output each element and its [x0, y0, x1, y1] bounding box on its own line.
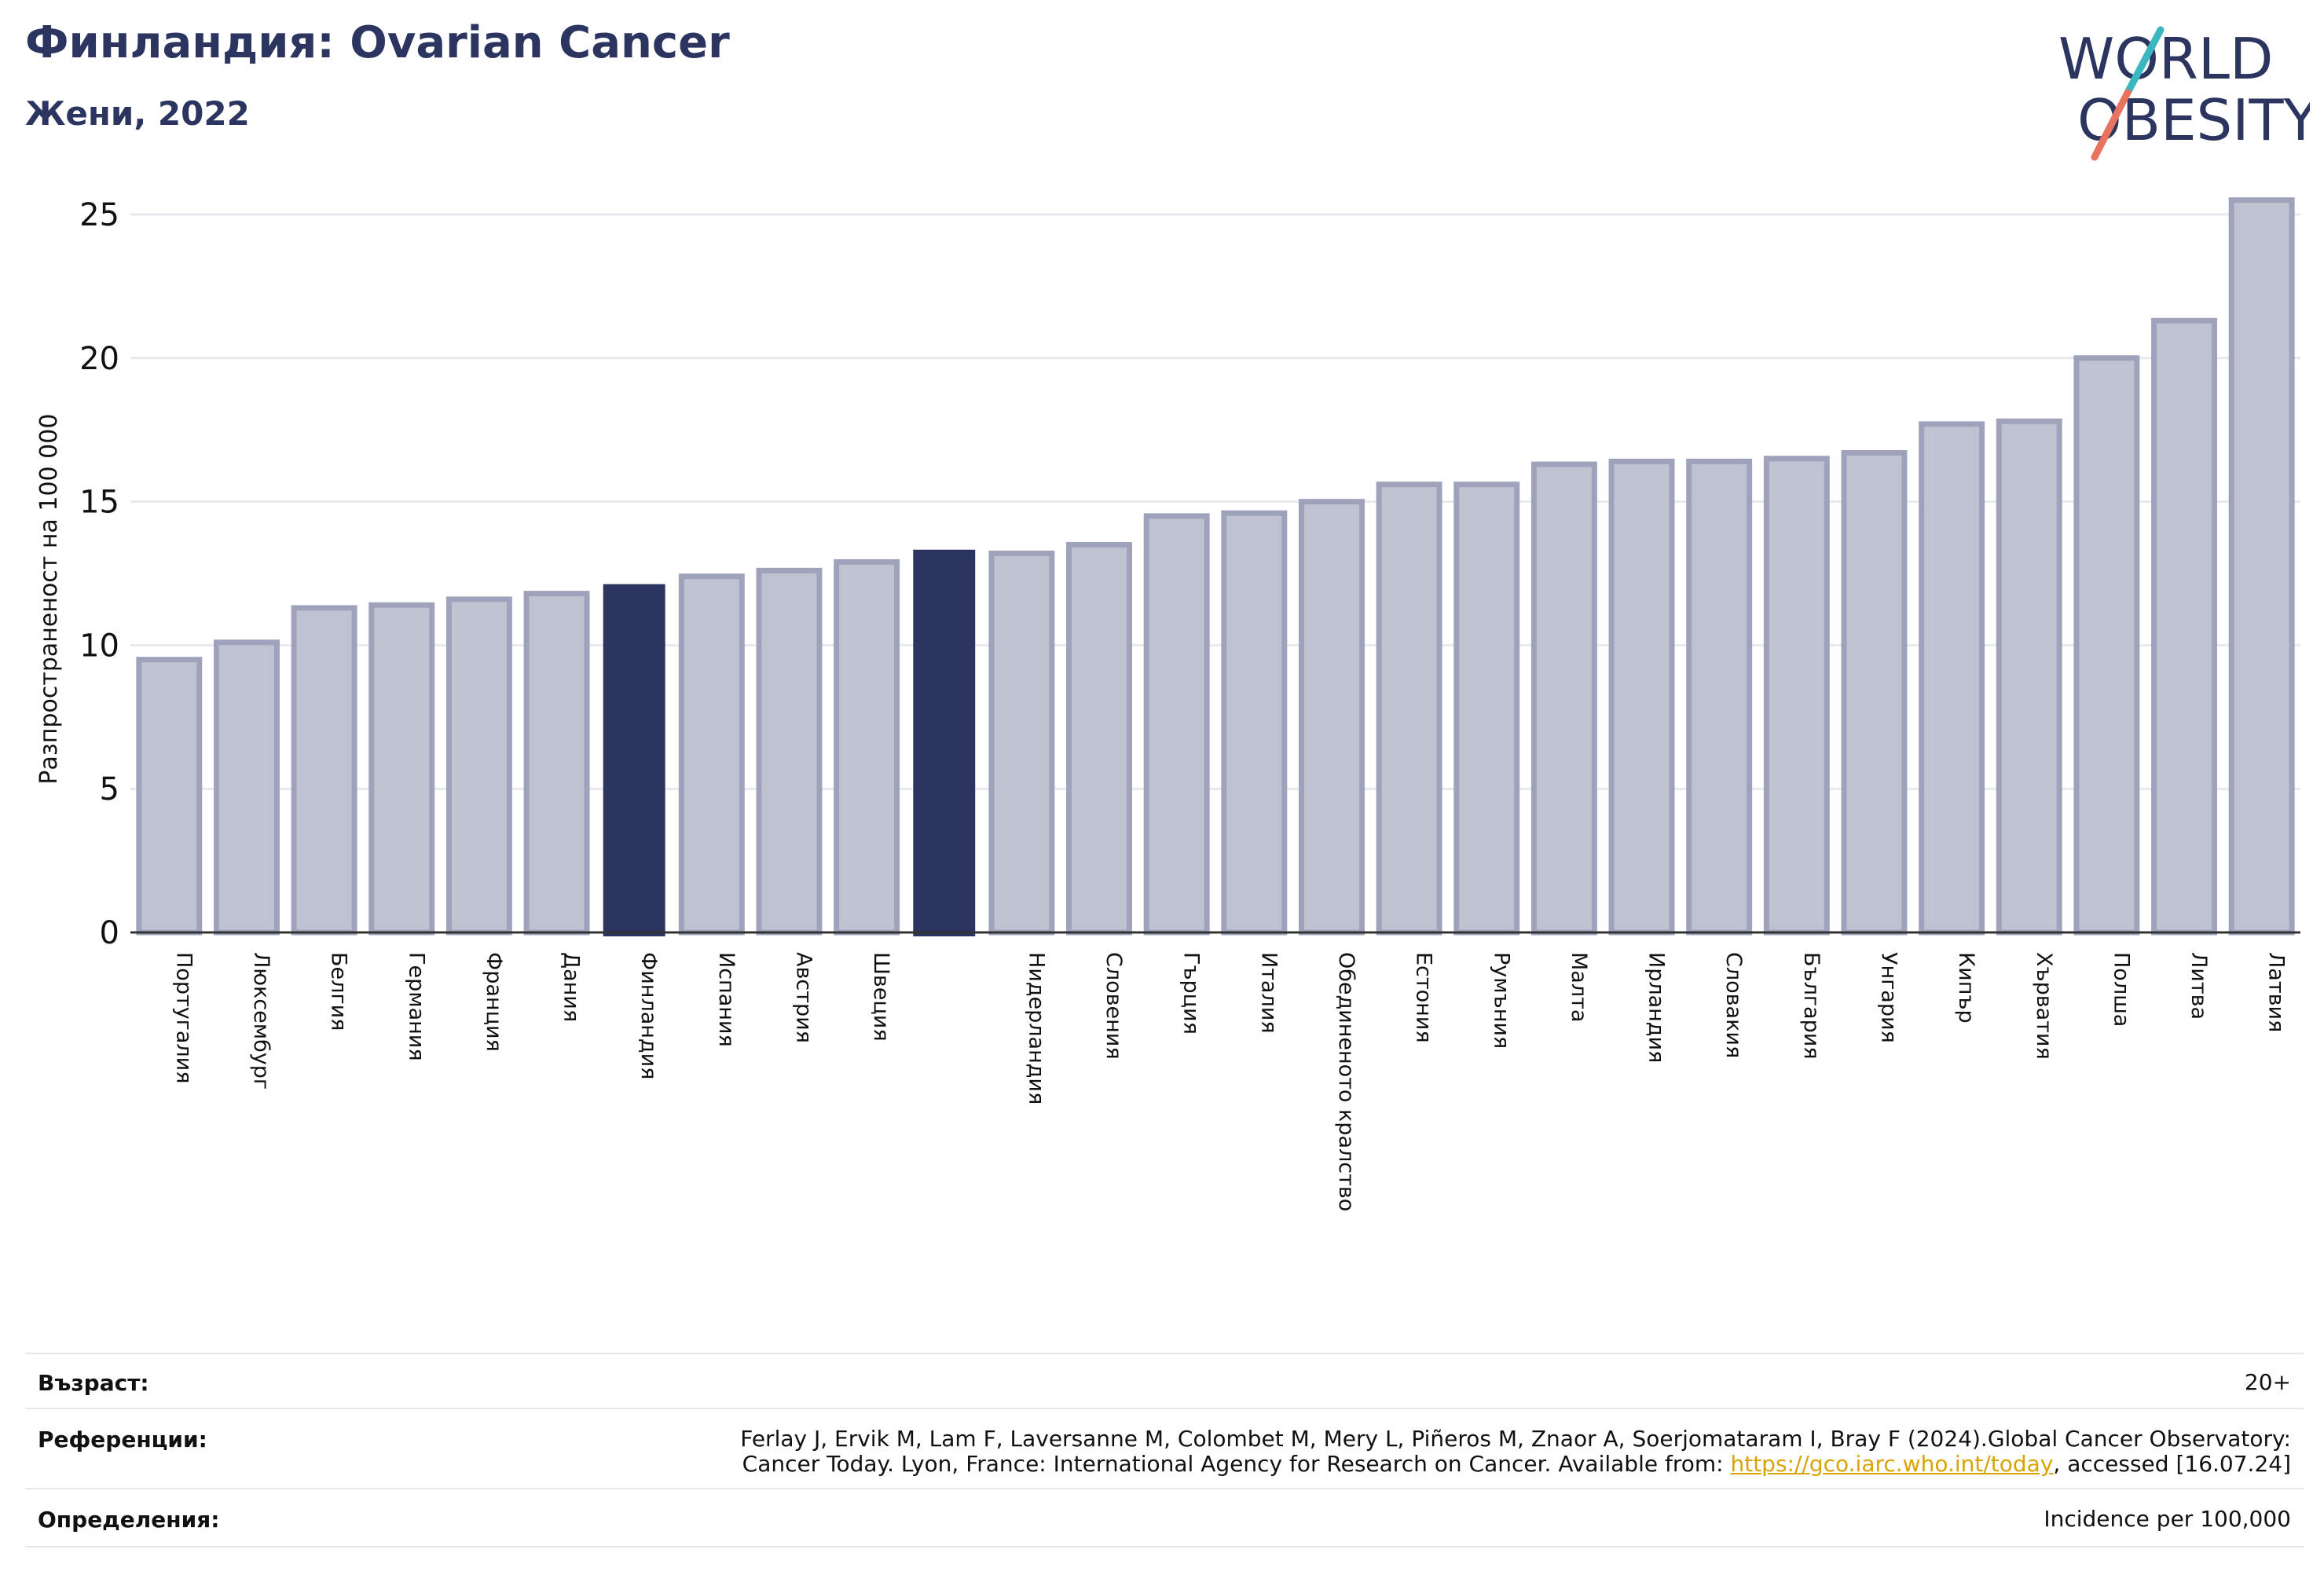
footer-age-row: Възраст: 20+: [25, 1353, 2304, 1409]
bar: [1221, 510, 1288, 936]
definitions-label: Определения:: [38, 1507, 220, 1533]
chart-title: Финландия: Ovarian Cancer: [25, 17, 730, 68]
x-tick-label: Италия: [1256, 952, 1281, 1034]
references-line1: Ferlay J, Ervik M, Lam F, Laversanne M, …: [740, 1426, 2291, 1452]
bar: [1763, 456, 1830, 936]
y-tick-label: 5: [100, 771, 119, 808]
bar: [1686, 458, 1753, 936]
x-tick-label: Гърция: [1179, 952, 1204, 1035]
x-tick-label: Малта: [1567, 952, 1591, 1022]
x-tick-label: Белгия: [327, 952, 351, 1031]
bar: [1143, 513, 1210, 936]
x-tick-label: Финландия: [636, 952, 661, 1079]
y-tick-label: 0: [100, 915, 119, 951]
logo-line2: OBESITY: [2077, 87, 2310, 153]
references-text: Ferlay J, Ervik M, Lam F, Laversanne M, …: [740, 1427, 2291, 1477]
bar: [2151, 317, 2218, 936]
y-tick-label: 15: [79, 485, 119, 521]
x-tick-label: Естония: [1412, 952, 1436, 1043]
x-tick-label: Люксембург: [249, 952, 273, 1090]
bar: [1996, 418, 2062, 936]
logo-line1: WORLD: [2058, 26, 2273, 92]
references-label: Референции:: [38, 1427, 207, 1452]
bar: [756, 567, 823, 936]
x-tick-label: Латвия: [2264, 952, 2289, 1032]
x-tick-label: Дания: [559, 952, 584, 1022]
x-tick-label: Полша: [2109, 952, 2133, 1027]
bar: [1298, 499, 1365, 936]
bar: [603, 584, 665, 937]
logo-slash-top: [2124, 26, 2165, 97]
logo-slash-bottom: [2091, 89, 2132, 161]
bar: [368, 602, 435, 936]
x-tick-label: Румъния: [1489, 952, 1513, 1049]
chart-subtitle: Жени, 2022: [25, 94, 250, 133]
x-tick-label: България: [1799, 952, 1824, 1060]
bar: [1919, 421, 1985, 936]
x-tick-label: Португалия: [171, 952, 196, 1083]
footer-definitions-row: Определения: Incidence per 100,000: [25, 1488, 2304, 1548]
definitions-value: Incidence per 100,000: [2044, 1506, 2291, 1532]
y-tick-label: 25: [79, 197, 119, 233]
x-tick-label: Унгария: [1876, 952, 1901, 1043]
x-tick-label: Германия: [404, 952, 428, 1061]
x-tick-label: Словакия: [1721, 952, 1746, 1058]
x-tick-label: Ирландия: [1644, 952, 1669, 1063]
y-tick-label: 20: [79, 341, 119, 377]
bar: [913, 549, 976, 936]
bar-chart: 0 5 10 15 20 25 Разпространеност на 100 000 Пор…: [35, 197, 2300, 1211]
bar: [523, 591, 590, 936]
bar: [678, 573, 745, 936]
x-tick-label: Испания: [714, 952, 739, 1047]
references-link[interactable]: https://gco.iarc.who.int/today: [1730, 1451, 2054, 1477]
bar: [834, 559, 900, 936]
x-tick-label: Франция: [482, 952, 506, 1052]
bar: [2073, 355, 2140, 936]
references-line2: Cancer Today. Lyon, France: Internationa…: [742, 1451, 2291, 1477]
world-obesity-logo: WORLD OBESITY: [2043, 24, 2319, 168]
bar: [2228, 197, 2295, 936]
bar: [1530, 461, 1597, 936]
bar: [291, 605, 357, 936]
bar: [445, 596, 512, 936]
bar: [1376, 482, 1442, 936]
y-axis-label: Разпространеност на 100 000: [35, 414, 63, 785]
age-label: Възраст:: [38, 1370, 149, 1396]
bar: [988, 550, 1055, 936]
bar: [1066, 541, 1133, 936]
footer-references-row: Референции: Ferlay J, Ervik M, Lam F, La…: [25, 1408, 2304, 1489]
bar: [1608, 458, 1675, 936]
x-tick-label: Австрия: [791, 952, 816, 1043]
x-tick-label: Хърватия: [2032, 952, 2056, 1060]
x-tick-label: Словения: [1102, 952, 1126, 1060]
age-value: 20+: [2244, 1369, 2291, 1395]
x-tick-label: Швеция: [869, 952, 893, 1042]
bar: [1453, 482, 1520, 936]
bar: [213, 639, 280, 936]
y-tick-label: 10: [79, 628, 119, 664]
bar: [1841, 449, 1908, 936]
x-tick-label: Обединеното кралство: [1334, 952, 1358, 1211]
x-tick-label: Литва: [2187, 952, 2211, 1020]
x-tick-label: Нидерландия: [1024, 952, 1048, 1104]
x-tick-label: Кипър: [1954, 952, 1978, 1024]
bar: [136, 657, 203, 936]
